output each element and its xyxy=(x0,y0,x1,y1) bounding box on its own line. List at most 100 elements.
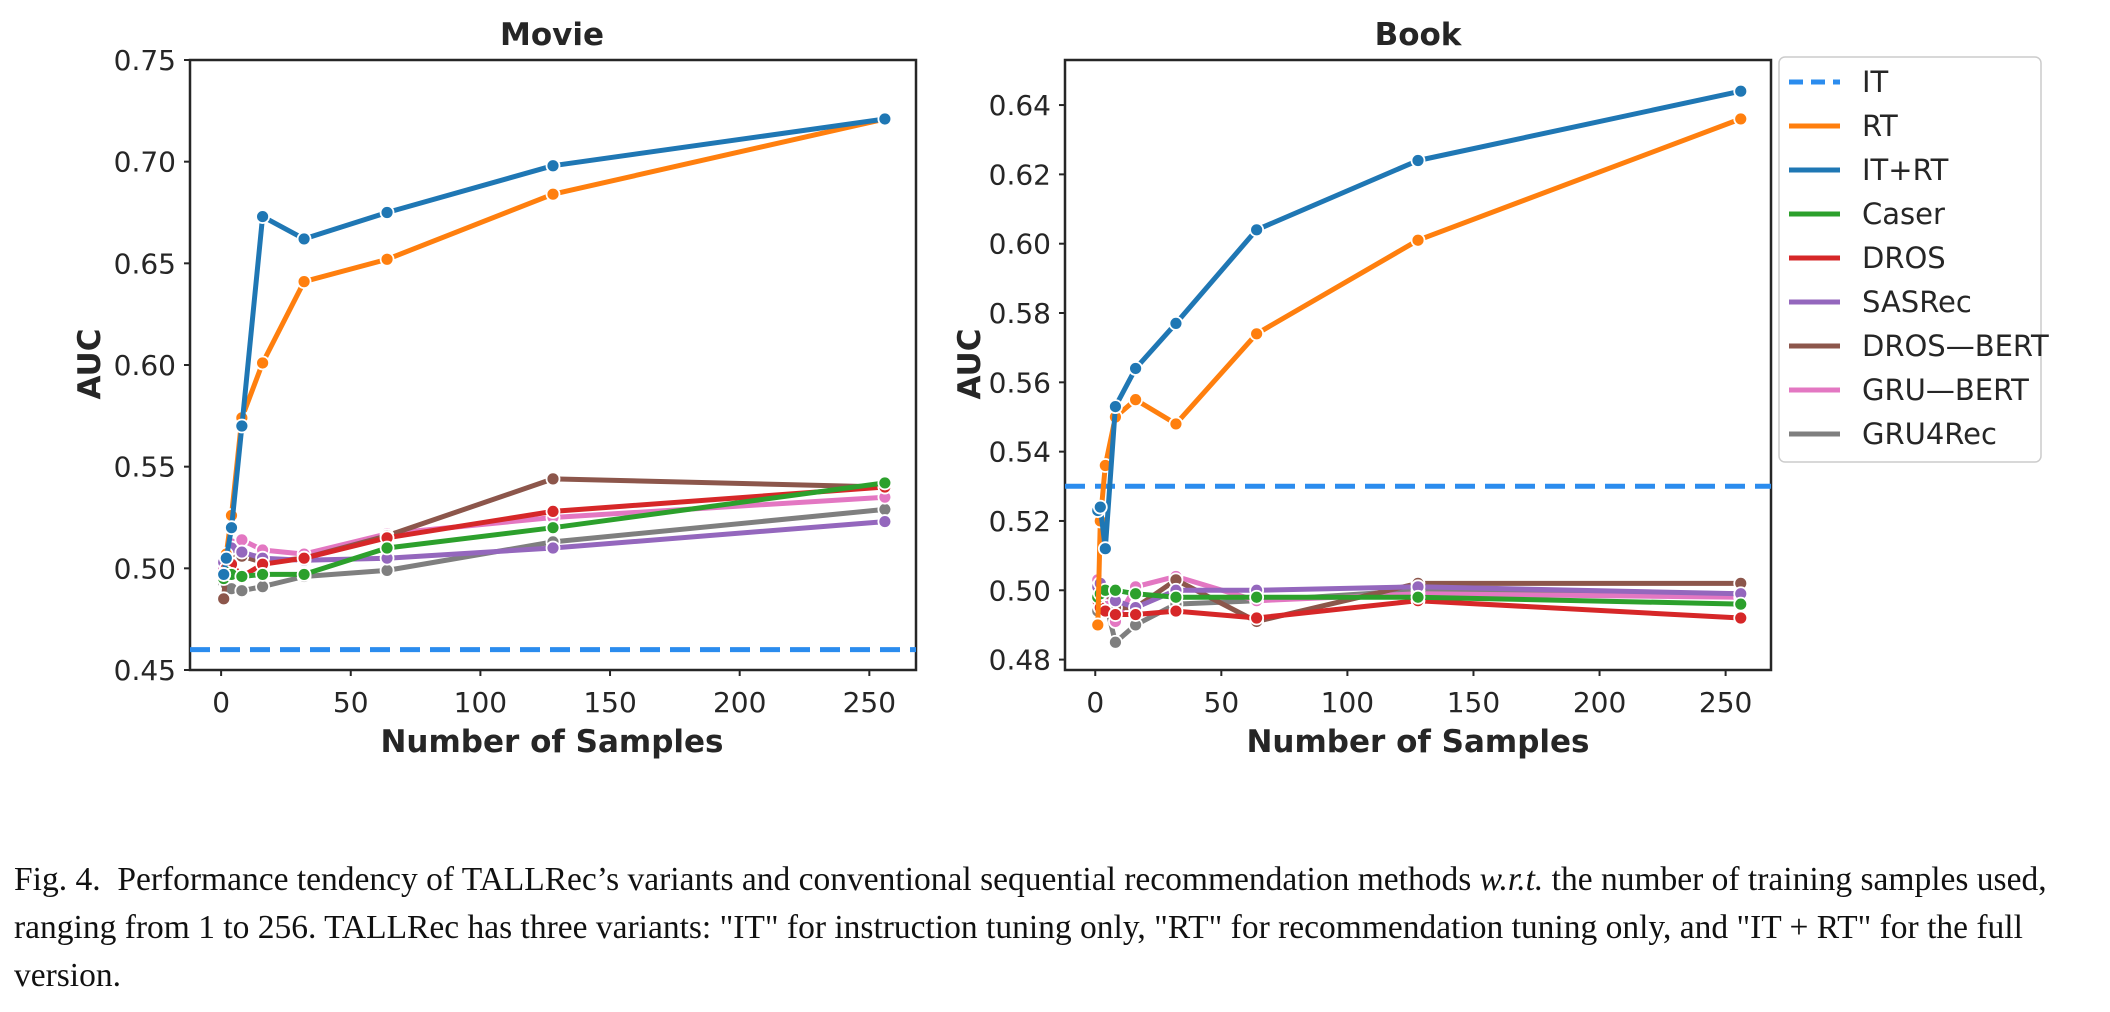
y-tick-label: 0.52 xyxy=(989,505,1051,538)
y-tick-label: 0.60 xyxy=(989,228,1051,261)
caption-text: Performance tendency of TALLRec’s varian… xyxy=(117,861,1480,898)
data-point-caser xyxy=(1128,586,1143,602)
data-point-dros xyxy=(296,550,312,566)
chart-title: Book xyxy=(1375,17,1463,53)
data-point-it-rt xyxy=(1108,399,1123,414)
legend: IT RT IT+RT Caser DROS SASRec DROS—BERT GRU—BER… xyxy=(1778,56,2049,463)
legend-label: DROS xyxy=(1862,241,1946,275)
data-point-gru4rec xyxy=(234,583,250,599)
y-axis-label: AUC xyxy=(72,329,108,400)
caption-italic: w.r.t. xyxy=(1479,861,1544,898)
data-point-dros xyxy=(1168,603,1184,619)
data-point-rt xyxy=(1090,617,1106,633)
x-axis-label: Number of Samples xyxy=(1246,724,1589,760)
x-tick-label: 100 xyxy=(1321,686,1374,719)
data-point-gru4rec xyxy=(379,562,395,578)
data-point-it-rt xyxy=(1097,541,1113,557)
chart-panel-book: Book AUC Number of Samples 0 50 100 150 200 2… xyxy=(952,17,1773,760)
data-point-dros-bert xyxy=(545,471,561,487)
legend-label: IT+RT xyxy=(1862,153,1949,187)
data-point-sasrec xyxy=(545,540,561,556)
x-tick-label: 200 xyxy=(713,686,766,719)
data-point-dros xyxy=(1733,610,1749,626)
y-tick-label: 0.45 xyxy=(114,654,176,687)
data-point-it-rt xyxy=(218,550,234,566)
data-point-it-rt xyxy=(1249,222,1265,238)
data-point-rt xyxy=(296,274,312,290)
caption-fig-label: Fig. 4. xyxy=(14,861,101,898)
data-point-it-rt xyxy=(1168,316,1184,331)
data-point-rt xyxy=(1249,326,1265,342)
data-point-it-rt xyxy=(216,567,232,582)
x-tick-label: 150 xyxy=(1447,686,1500,719)
y-tick-label: 0.56 xyxy=(989,366,1051,399)
plot-area: 0 50 100 150 200 250 0.45 0.50 0.55 0.60 0.65 0.70 0… xyxy=(114,44,918,719)
data-point-dros xyxy=(1128,607,1143,622)
y-tick-label: 0.60 xyxy=(114,349,176,382)
data-point-rt xyxy=(1733,111,1749,127)
data-point-rt xyxy=(255,355,271,371)
x-tick-label: 0 xyxy=(212,686,230,719)
x-tick-label: 50 xyxy=(333,686,369,719)
data-point-caser xyxy=(1249,589,1265,605)
x-tick-label: 200 xyxy=(1573,686,1626,719)
y-tick-label: 0.48 xyxy=(989,644,1051,677)
data-point-caser xyxy=(379,540,395,556)
data-point-gru4rec xyxy=(1108,634,1123,650)
data-point-dros xyxy=(545,503,561,519)
legend-frame xyxy=(1778,56,2042,463)
data-point-it-rt xyxy=(1128,361,1143,376)
x-tick-label: 100 xyxy=(454,686,507,719)
data-point-it-rt xyxy=(255,209,271,224)
y-tick-label: 0.58 xyxy=(989,297,1051,330)
chart-panel-movie: Movie AUC Number of Samples 0 50 100 150 200… xyxy=(72,17,918,760)
x-axis-label: Number of Samples xyxy=(380,724,723,760)
y-tick-label: 0.75 xyxy=(114,44,176,77)
legend-label: IT xyxy=(1862,65,1889,99)
data-point-it-rt xyxy=(545,158,561,174)
legend-label: DROS—BERT xyxy=(1862,329,2049,363)
series-group xyxy=(190,111,916,653)
data-point-rt xyxy=(545,186,561,202)
series-line-rt xyxy=(1095,116,1742,625)
data-point-it-rt xyxy=(234,418,250,434)
data-point-caser xyxy=(255,567,271,582)
data-point-rt xyxy=(1128,392,1143,408)
data-point-it-rt xyxy=(1733,83,1749,99)
figure: Movie AUC Number of Samples 0 50 100 150 200… xyxy=(72,17,2049,760)
data-point-dros xyxy=(1108,607,1123,622)
data-point-rt xyxy=(379,251,395,267)
data-point-it-rt xyxy=(877,111,893,127)
caption-text-end: the number of training samples used, ran… xyxy=(14,861,2047,994)
data-point-it-rt xyxy=(1092,499,1108,515)
y-tick-label: 0.62 xyxy=(989,158,1051,191)
y-tick-label: 0.70 xyxy=(114,146,176,179)
legend-label: SASRec xyxy=(1862,285,1972,319)
data-point-it-rt xyxy=(1410,153,1426,168)
plot-frame xyxy=(1063,58,1773,672)
data-point-caser xyxy=(1733,596,1749,612)
data-point-it-rt xyxy=(379,205,395,220)
chart-title: Movie xyxy=(500,17,604,53)
plot-area: 0 50 100 150 200 250 0.48 0.50 0.52 0.54 0.56 0.58 0… xyxy=(989,58,1773,719)
data-point-caser xyxy=(877,475,893,491)
legend-label: Caser xyxy=(1862,197,1945,231)
data-point-gru4rec xyxy=(255,579,271,595)
data-point-it-rt xyxy=(224,520,239,536)
data-point-sasrec xyxy=(877,514,893,529)
data-point-dros xyxy=(1249,610,1265,626)
data-point-rt xyxy=(1168,416,1184,432)
series-group xyxy=(1065,83,1771,650)
y-axis-label: AUC xyxy=(952,329,988,400)
data-point-it-rt xyxy=(296,231,312,247)
data-point-sasrec xyxy=(234,544,250,560)
data-point-caser xyxy=(545,520,561,536)
y-tick-label: 0.55 xyxy=(114,451,176,484)
legend-label: RT xyxy=(1862,109,1898,143)
y-tick-label: 0.65 xyxy=(114,247,176,280)
y-tick-label: 0.50 xyxy=(989,574,1051,607)
y-tick-label: 0.64 xyxy=(989,89,1051,122)
legend-label: GRU—BERT xyxy=(1862,373,2029,407)
x-tick-label: 50 xyxy=(1204,686,1240,719)
data-point-caser xyxy=(1168,589,1184,605)
